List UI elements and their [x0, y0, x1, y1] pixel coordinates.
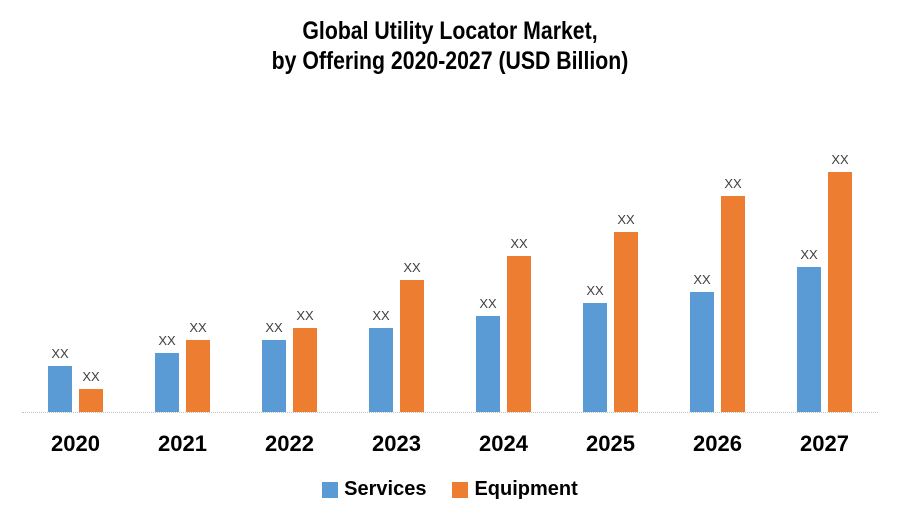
legend-label-services: Services: [344, 478, 427, 500]
bar-services-2022: [262, 340, 286, 412]
bar-value-label-equipment-2024: XX: [510, 236, 528, 251]
bar-value-label-equipment-2021: XX: [189, 320, 207, 335]
legend-item-equipment: Equipment: [452, 478, 578, 501]
bar-value-label-services-2023: XX: [372, 308, 390, 323]
x-axis-label-2022: 2022: [265, 431, 314, 456]
chart-title: Global Utility Locator Market, by Offeri…: [68, 16, 833, 76]
bar-services-2021: [155, 353, 179, 412]
bar-equipment-2024: [507, 256, 531, 412]
bar-services-2020: [48, 366, 72, 412]
bar-equipment-2025: [614, 232, 638, 412]
bar-value-label-services-2025: XX: [586, 283, 604, 298]
bar-equipment-2021: [186, 340, 210, 412]
bar-value-label-equipment-2027: XX: [831, 152, 849, 167]
bar-equipment-2020: [79, 389, 103, 412]
bar-equipment-2026: [721, 196, 745, 412]
x-axis-label-2023: 2023: [372, 431, 421, 456]
x-axis: 2020 2021 2022 2023 2024 2025 2026 2027: [22, 431, 878, 457]
bar-services-2024: [476, 316, 500, 412]
bar-value-label-equipment-2025: XX: [617, 212, 635, 227]
bar-services-2027: [797, 267, 821, 412]
legend-item-services: Services: [322, 478, 426, 501]
bar-value-label-services-2027: XX: [800, 247, 818, 262]
bar-value-label-services-2026: XX: [693, 272, 711, 287]
bar-value-label-services-2024: XX: [479, 296, 497, 311]
chart-title-line1: Global Utility Locator Market,: [302, 17, 598, 45]
equipment-swatch-icon: [452, 481, 469, 498]
bar-value-label-services-2021: XX: [158, 333, 176, 348]
bar-equipment-2027: [828, 172, 852, 412]
bar-equipment-2022: [293, 328, 317, 412]
bar-services-2025: [583, 303, 607, 412]
services-swatch-icon: [322, 481, 339, 498]
bar-value-label-equipment-2020: XX: [82, 369, 100, 384]
x-axis-label-2027: 2027: [800, 431, 849, 456]
x-axis-label-2020: 2020: [51, 431, 100, 456]
bar-value-label-services-2020: XX: [51, 346, 69, 361]
legend: Services Equipment: [0, 478, 900, 501]
x-axis-label-2021: 2021: [158, 431, 207, 456]
x-axis-label-2024: 2024: [479, 431, 528, 456]
bar-services-2023: [369, 328, 393, 412]
x-axis-label-2026: 2026: [693, 431, 742, 456]
bar-value-label-services-2022: XX: [265, 320, 283, 335]
legend-label-equipment: Equipment: [474, 478, 578, 500]
bar-equipment-2023: [400, 280, 424, 412]
plot-area: XX XX XX XX XX XX XX XX XX XX XX XX XX XX XX XX: [22, 130, 878, 413]
bar-value-label-equipment-2023: XX: [403, 260, 421, 275]
bar-value-label-equipment-2022: XX: [296, 308, 314, 323]
bar-services-2026: [690, 292, 714, 412]
x-axis-label-2025: 2025: [586, 431, 635, 456]
bar-value-label-equipment-2026: XX: [724, 176, 742, 191]
chart-title-line2: by Offering 2020-2027 (USD Billion): [271, 47, 629, 75]
